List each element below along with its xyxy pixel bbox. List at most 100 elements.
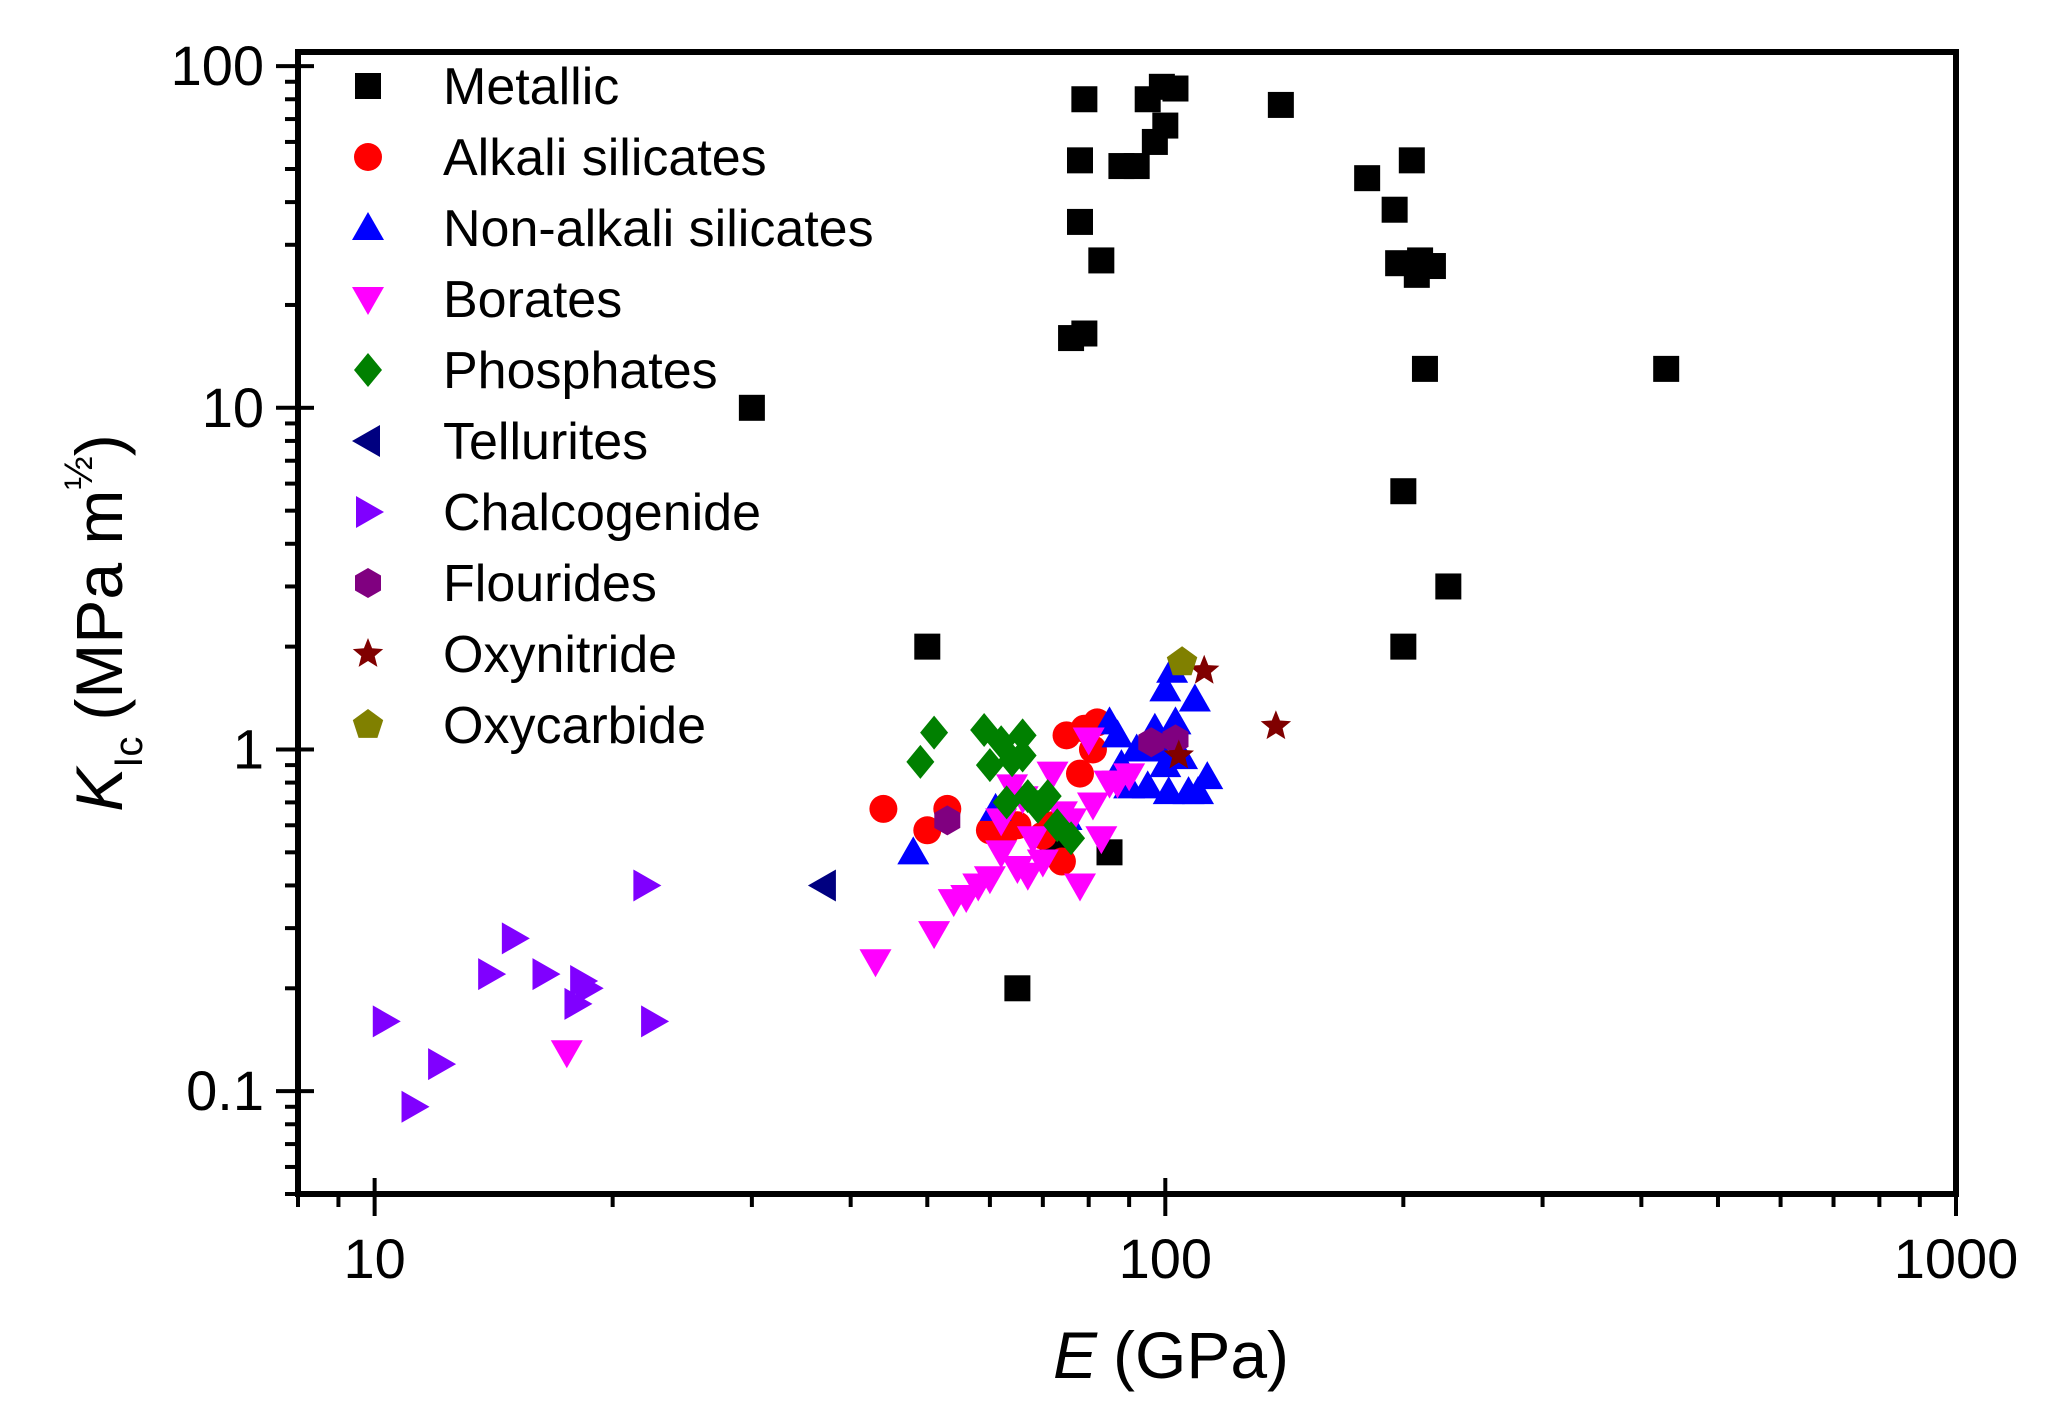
legend-label: Chalcogenide bbox=[443, 484, 761, 542]
data-point bbox=[401, 1090, 430, 1123]
y-tick-label: 10 bbox=[202, 376, 264, 439]
data-point bbox=[918, 921, 951, 950]
plot-frame bbox=[295, 49, 1959, 1197]
data-point bbox=[1149, 673, 1182, 702]
series-tellurites bbox=[807, 869, 836, 902]
legend-marker bbox=[352, 638, 384, 667]
y-axis-unit: (MPa m bbox=[62, 490, 136, 721]
series-metallic bbox=[738, 73, 1680, 1002]
data-point bbox=[1113, 763, 1146, 792]
data-point bbox=[1131, 770, 1164, 799]
legend-label: Tellurites bbox=[443, 413, 648, 471]
data-point bbox=[975, 748, 1004, 783]
legend-marker bbox=[352, 709, 384, 738]
data-point bbox=[428, 1048, 457, 1081]
y-tick-label: 100 bbox=[171, 34, 264, 97]
x-tick-label: 1000 bbox=[1894, 1227, 2019, 1290]
legend-item: Phosphates bbox=[354, 342, 718, 400]
legend-item: Non-alkali silicates bbox=[352, 200, 874, 258]
legend-label: Metallic bbox=[443, 58, 619, 116]
data-points bbox=[372, 73, 1680, 1123]
data-point bbox=[1008, 718, 1037, 753]
data-point bbox=[641, 1005, 670, 1038]
data-point bbox=[973, 866, 1006, 895]
legend-marker bbox=[354, 353, 382, 387]
data-point bbox=[1071, 86, 1098, 113]
data-point bbox=[1419, 253, 1446, 280]
data-point bbox=[1066, 147, 1093, 174]
legend-label: Phosphates bbox=[443, 342, 718, 400]
data-point bbox=[1178, 683, 1211, 712]
data-point bbox=[1063, 873, 1096, 902]
data-point bbox=[1026, 849, 1059, 878]
legend-item: Oxynitride bbox=[352, 626, 677, 684]
series-phosphates bbox=[906, 713, 1086, 856]
major-ticks bbox=[276, 64, 1958, 1216]
data-point bbox=[920, 715, 949, 750]
data-point bbox=[1066, 208, 1093, 235]
data-point bbox=[1033, 779, 1062, 814]
data-point bbox=[1381, 196, 1408, 223]
data-point bbox=[575, 972, 604, 1005]
x-axis-var: E bbox=[1053, 1318, 1098, 1392]
data-point bbox=[1036, 761, 1069, 790]
legend-item: Alkali silicates bbox=[354, 129, 767, 187]
data-point bbox=[1071, 320, 1098, 347]
legend-label: Alkali silicates bbox=[443, 129, 767, 187]
legend: Metallic Alkali silicates Non-alkali silic… bbox=[352, 58, 874, 755]
data-point bbox=[1398, 147, 1425, 174]
legend-label: Flourides bbox=[443, 555, 657, 613]
x-tick-label: 10 bbox=[343, 1227, 405, 1290]
x-tick-label: 100 bbox=[1119, 1227, 1212, 1290]
data-point bbox=[633, 869, 662, 902]
data-point bbox=[998, 743, 1027, 778]
legend-marker bbox=[355, 73, 381, 99]
data-point bbox=[738, 394, 765, 421]
y-axis-sub: Ic bbox=[107, 737, 151, 768]
data-point bbox=[1191, 761, 1224, 790]
data-point bbox=[1076, 792, 1109, 821]
data-point bbox=[1004, 975, 1031, 1002]
legend-item: Flourides bbox=[355, 555, 657, 613]
data-point bbox=[807, 869, 836, 902]
data-point bbox=[1354, 165, 1381, 192]
series-chalcogenide bbox=[372, 869, 670, 1123]
data-point bbox=[1088, 247, 1115, 274]
legend-item: Oxycarbide bbox=[352, 697, 706, 755]
tick-labels: 10 100 1000 0.1 1 10 100 bbox=[171, 34, 2019, 1290]
data-point bbox=[501, 922, 530, 955]
data-point bbox=[1072, 727, 1105, 756]
data-point bbox=[1653, 355, 1680, 382]
data-point bbox=[869, 794, 898, 823]
y-tick-label: 0.1 bbox=[186, 1059, 264, 1122]
legend-label: Oxynitride bbox=[443, 626, 677, 684]
legend-label: Oxycarbide bbox=[443, 697, 706, 755]
data-point bbox=[1008, 738, 1037, 773]
data-point bbox=[897, 836, 930, 865]
y-axis-title: KIc (MPa m½) bbox=[57, 434, 151, 812]
data-point bbox=[1065, 759, 1094, 788]
data-point bbox=[1390, 633, 1417, 660]
x-axis-unit: (GPa) bbox=[1113, 1318, 1289, 1392]
data-point bbox=[478, 958, 507, 991]
legend-marker bbox=[355, 568, 381, 598]
legend-item: Metallic bbox=[355, 58, 619, 116]
y-tick-label: 1 bbox=[233, 717, 264, 780]
legend-item: Tellurites bbox=[352, 413, 648, 471]
data-point bbox=[1390, 478, 1417, 505]
data-point bbox=[532, 958, 561, 991]
data-point bbox=[1163, 739, 1194, 769]
series-oxynitride bbox=[1163, 654, 1292, 769]
data-point bbox=[914, 633, 941, 660]
data-point bbox=[1162, 724, 1189, 755]
data-point bbox=[1016, 826, 1049, 855]
legend-label: Borates bbox=[443, 271, 622, 329]
x-axis-title: E (GPa) bbox=[1053, 1318, 1289, 1392]
y-axis-var: K bbox=[62, 765, 136, 812]
data-point bbox=[1182, 776, 1215, 805]
data-point bbox=[985, 840, 1018, 869]
data-point bbox=[1123, 153, 1150, 180]
data-point bbox=[934, 805, 961, 836]
